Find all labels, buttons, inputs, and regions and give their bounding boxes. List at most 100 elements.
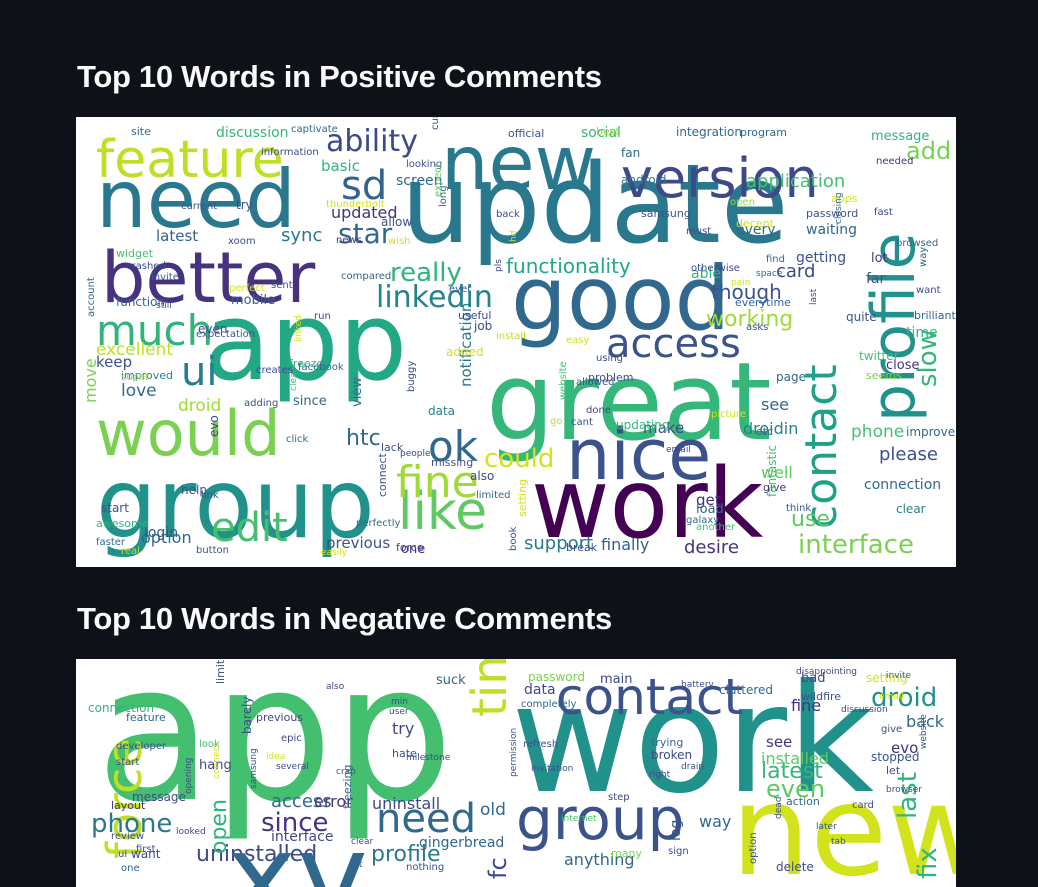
wordcloud-word-captivate: captivate (291, 124, 338, 135)
wordcloud-word-otherwise: otherwise (691, 263, 740, 274)
wordcloud-word-website: website (919, 714, 929, 749)
wordcloud-word-invite: invite (886, 671, 912, 681)
wordcloud-word-sync: sync (281, 225, 322, 246)
wordcloud-word-message: message (871, 129, 929, 144)
wordcloud-word-get: get (696, 491, 721, 509)
wordcloud-word-linked: linked (294, 315, 304, 342)
wordcloud-word-crap: crap (336, 767, 356, 777)
wordcloud-word-installed: installed (761, 749, 829, 768)
wordcloud-word-allowed: allowed (576, 377, 614, 388)
wordcloud-word-fc: fc (484, 857, 512, 879)
wordcloud-word-battery: battery (681, 680, 715, 690)
wordcloud-word-basic: basic (321, 157, 360, 175)
wordcloud-word-force: force (396, 541, 424, 554)
wordcloud-word-seems: seems (866, 369, 902, 382)
wordcloud-word-far: far (866, 271, 886, 287)
wordcloud-word-add: add (906, 137, 951, 165)
wordcloud-word-though: though (711, 280, 782, 304)
wordcloud-word-button: button (196, 545, 229, 556)
wordcloud-word-lot: lot (871, 251, 888, 266)
wordcloud-word-ok: ok (428, 422, 479, 471)
wordcloud-word-able: able (691, 266, 721, 282)
wordcloud-word-much: much (96, 306, 213, 355)
wordcloud-word-excellent: excellent (96, 340, 173, 360)
wordcloud-word-evo: evo (207, 415, 221, 437)
wordcloud-word-clean: clean (289, 367, 299, 391)
wordcloud-word-mobile: mobile (231, 293, 275, 308)
wordcloud-word-website: website (558, 361, 569, 400)
wordcloud-word-permission: permission (509, 728, 519, 777)
wordcloud-word-go: go (550, 416, 562, 427)
wordcloud-word-epic: epic (281, 733, 302, 744)
wordcloud-word-expectation: expectation (196, 329, 255, 340)
wordcloud-word-lot: lot (351, 860, 363, 870)
wordcloud-word-first: first (136, 844, 156, 855)
wordcloud-word-card: card (776, 261, 815, 282)
wordcloud-word-edit: edit (211, 505, 288, 551)
wordcloud-word-another: another (696, 522, 736, 533)
wordcloud-word-option: option (141, 528, 192, 547)
wordcloud-word-tab: tab (831, 837, 846, 847)
wordcloud-word-space: space (756, 269, 783, 279)
wordcloud-word-better: better (101, 237, 315, 319)
wordcloud-word-app: app (96, 659, 454, 844)
wordcloud-word-previous: previous (256, 711, 303, 724)
wordcloud-word-linkedin: linkedin (376, 280, 493, 315)
wordcloud-word-must: must (686, 226, 711, 237)
wordcloud-word-setting: setting (516, 479, 529, 517)
wordcloud-word-user: user (389, 707, 409, 717)
negative-wordcloud-image: app work new contact time group force need since… (76, 659, 956, 887)
wordcloud-word-well: well (761, 463, 793, 482)
wordcloud-word-fast: fast (874, 207, 893, 218)
wordcloud-word-open: open (730, 197, 755, 208)
wordcloud-word-internet: internet (561, 814, 597, 824)
wordcloud-word-expect: expect (433, 163, 444, 197)
wordcloud-word-uninstalled: uninstalled (196, 842, 317, 867)
wordcloud-word-latest: latest (761, 759, 823, 784)
wordcloud-word-great: great (486, 340, 772, 465)
wordcloud-word-please: please (879, 444, 938, 465)
wordcloud-word-book: book (508, 526, 519, 551)
wordcloud-word-integration: integration (676, 125, 742, 139)
wordcloud-word-xoom: xoom (228, 236, 256, 247)
wordcloud-word-compared: compared (341, 271, 391, 282)
wordcloud-word-need: need (96, 153, 296, 246)
wordcloud-word-even: even (766, 775, 825, 803)
wordcloud-word-nothing: nothing (406, 862, 444, 873)
wordcloud-word-dead: dead (774, 797, 784, 819)
wordcloud-word-several: several (276, 762, 309, 772)
wordcloud-word-email: email (666, 445, 691, 455)
wordcloud-word-action: action (786, 795, 820, 808)
wordcloud-word-allow: allow (381, 215, 412, 229)
wordcloud-word-freeze: freeze (289, 357, 323, 370)
wordcloud-word-new: new (731, 759, 956, 887)
wordcloud-word-old: old (480, 800, 506, 820)
wordcloud-word-decent: decent (736, 217, 775, 230)
wordcloud-word-twitter: twitter (859, 349, 899, 363)
wordcloud-word-lack: lack (381, 441, 404, 454)
wordcloud-word-time: time (906, 325, 938, 341)
wordcloud-word-let: let (886, 764, 901, 777)
wordcloud-word-missing: missing (431, 456, 473, 469)
wordcloud-word-discussion: discussion (216, 125, 289, 141)
wordcloud-word-give: give (763, 481, 787, 494)
wordcloud-word-login: login (144, 525, 178, 541)
wordcloud-word-thunderbolt: thunderbolt (326, 199, 385, 210)
wordcloud-word-main: main (600, 672, 632, 687)
wordcloud-word-invitation: invitation (531, 764, 573, 774)
wordcloud-word-error: error (314, 792, 353, 811)
wordcloud-word-way: way (699, 812, 731, 831)
wordcloud-word-current: current (181, 201, 217, 212)
wordcloud-word-bad: bad (801, 671, 825, 686)
wordcloud-word-connect: connect (212, 743, 222, 779)
wordcloud-word-finally: finally (601, 535, 649, 554)
wordcloud-word-click: click (286, 434, 309, 445)
wordcloud-word-getting: getting (796, 250, 846, 266)
wordcloud-word-improvement: improvement (906, 425, 956, 439)
wordcloud-word-could: could (484, 444, 554, 474)
wordcloud-word-desire: desire (684, 537, 739, 558)
wordcloud-word-barely: barely (240, 697, 254, 734)
wordcloud-word-install: install (496, 331, 526, 342)
wordcloud-word-widget: widget (116, 247, 154, 260)
